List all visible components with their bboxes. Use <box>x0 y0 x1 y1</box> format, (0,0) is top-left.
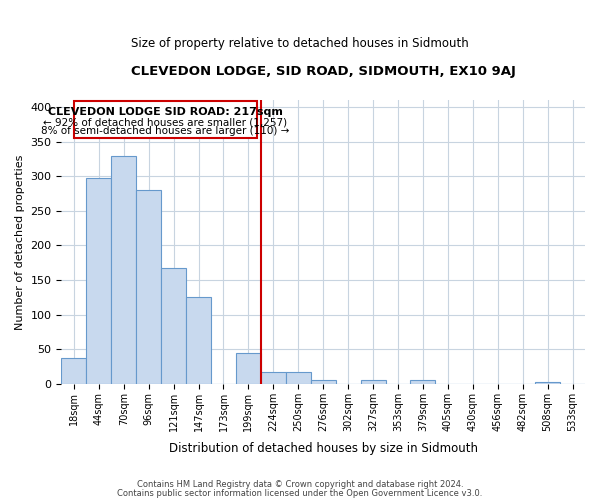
Bar <box>86 178 111 384</box>
Text: 8% of semi-detached houses are larger (110) →: 8% of semi-detached houses are larger (1… <box>41 126 290 136</box>
Bar <box>535 382 560 384</box>
Bar <box>136 190 161 384</box>
Y-axis label: Number of detached properties: Number of detached properties <box>15 154 25 330</box>
Bar <box>410 380 436 384</box>
Bar <box>161 268 186 384</box>
Bar <box>111 156 136 384</box>
Text: ← 92% of detached houses are smaller (1,257): ← 92% of detached houses are smaller (1,… <box>43 118 287 128</box>
Text: Contains HM Land Registry data © Crown copyright and database right 2024.: Contains HM Land Registry data © Crown c… <box>137 480 463 489</box>
Bar <box>61 358 86 384</box>
Bar <box>361 380 386 384</box>
Bar <box>186 298 211 384</box>
Text: CLEVEDON LODGE SID ROAD: 217sqm: CLEVEDON LODGE SID ROAD: 217sqm <box>48 107 283 117</box>
Text: Contains public sector information licensed under the Open Government Licence v3: Contains public sector information licen… <box>118 488 482 498</box>
Title: CLEVEDON LODGE, SID ROAD, SIDMOUTH, EX10 9AJ: CLEVEDON LODGE, SID ROAD, SIDMOUTH, EX10… <box>131 65 515 78</box>
Bar <box>311 380 335 384</box>
Bar <box>286 372 311 384</box>
FancyBboxPatch shape <box>74 102 257 138</box>
X-axis label: Distribution of detached houses by size in Sidmouth: Distribution of detached houses by size … <box>169 442 478 455</box>
Bar <box>236 352 261 384</box>
Bar <box>261 372 286 384</box>
Text: Size of property relative to detached houses in Sidmouth: Size of property relative to detached ho… <box>131 38 469 51</box>
